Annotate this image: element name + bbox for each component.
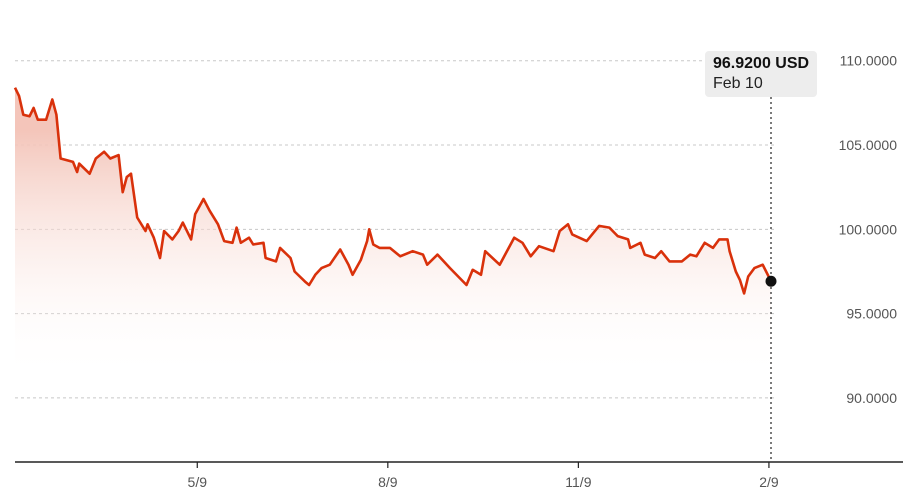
x-tick-label: 8/9 xyxy=(378,474,398,490)
tooltip-date: Feb 10 xyxy=(713,75,763,92)
y-tick-label: 100.0000 xyxy=(839,221,898,237)
x-tick-label: 2/9 xyxy=(759,474,779,490)
y-tick-label: 110.0000 xyxy=(840,53,898,69)
x-axis: 5/9 8/9 11/9 2/9 xyxy=(188,462,779,490)
y-tick-label: 95.0000 xyxy=(846,306,897,322)
price-area-fill xyxy=(15,87,771,462)
last-point-marker[interactable] xyxy=(765,275,777,287)
y-axis: 110.0000 105.0000 100.0000 95.0000 90.0000 xyxy=(839,53,898,406)
tooltip-value: 96.9200 USD xyxy=(713,55,810,72)
y-tick-label: 90.0000 xyxy=(846,390,897,406)
x-tick-label: 5/9 xyxy=(188,474,208,490)
price-tooltip: 96.9200 USD Feb 10 xyxy=(705,51,818,97)
y-tick-label: 105.0000 xyxy=(839,137,898,153)
price-line xyxy=(13,87,773,295)
x-tick-label: 11/9 xyxy=(565,474,591,490)
